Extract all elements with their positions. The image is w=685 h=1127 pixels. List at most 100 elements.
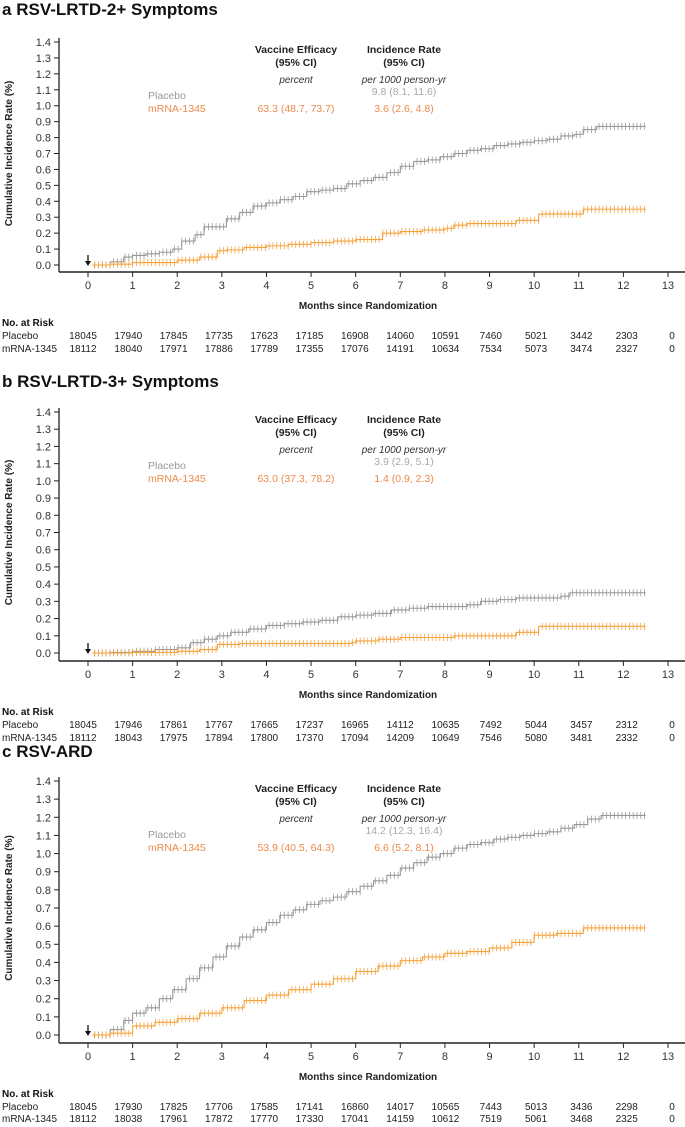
at-risk-count: 10635 bbox=[431, 720, 460, 731]
at-risk-count: 16965 bbox=[340, 720, 369, 731]
ve-unit: percent bbox=[278, 814, 314, 825]
at-risk-count: 17237 bbox=[295, 720, 324, 731]
x-tick-label: 5 bbox=[308, 280, 314, 292]
at-risk-row-label: mRNA-1345 bbox=[2, 1114, 58, 1125]
y-tick-label: 1.1 bbox=[36, 459, 51, 471]
at-risk-count: 2298 bbox=[615, 1102, 638, 1113]
y-tick-label: 0.7 bbox=[36, 903, 51, 915]
y-tick-label: 0.3 bbox=[36, 212, 51, 224]
y-tick-label: 0.2 bbox=[36, 614, 51, 626]
vaccine-series bbox=[92, 924, 646, 1039]
at-risk-count: 10649 bbox=[431, 733, 460, 744]
y-tick-label: 0.2 bbox=[36, 994, 51, 1006]
at-risk-count: 5080 bbox=[524, 733, 548, 744]
at-risk-count: 10591 bbox=[431, 331, 460, 342]
at-risk-count: 5021 bbox=[524, 331, 548, 342]
y-tick-label: 0.7 bbox=[36, 149, 51, 161]
at-risk-count: 0 bbox=[669, 344, 675, 355]
panel-letter: a bbox=[2, 0, 12, 19]
x-tick-label: 4 bbox=[263, 669, 269, 681]
at-risk-count: 17623 bbox=[250, 331, 279, 342]
vaccine-incidence-rate: 6.6 (5.2, 8.1) bbox=[374, 842, 434, 854]
y-tick-label: 0.8 bbox=[36, 885, 51, 897]
at-risk-count: 18112 bbox=[69, 344, 97, 355]
at-risk-count: 17041 bbox=[340, 1114, 369, 1125]
vaccine-efficacy-value: 53.9 (40.5, 64.3) bbox=[257, 842, 334, 854]
panel-title: c RSV-ARD bbox=[2, 742, 93, 762]
ir-unit: per 1000 person-yr bbox=[361, 445, 447, 456]
x-tick-label: 10 bbox=[528, 1051, 540, 1063]
at-risk-count: 10612 bbox=[431, 1114, 460, 1125]
x-tick-label: 10 bbox=[528, 669, 540, 681]
at-risk-count: 17861 bbox=[159, 720, 188, 731]
vaccine-efficacy-value: 63.0 (37.3, 78.2) bbox=[257, 473, 334, 485]
ve-header-ci: (95% CI) bbox=[275, 57, 316, 69]
x-tick-label: 3 bbox=[219, 1051, 225, 1063]
vaccine-legend-label: mRNA-1345 bbox=[148, 473, 206, 485]
y-tick-label: 0.2 bbox=[36, 228, 51, 240]
at-risk-title: No. at Risk bbox=[2, 318, 54, 329]
ir-header-ci: (95% CI) bbox=[383, 427, 424, 439]
placebo-incidence-rate: 3.9 (2.9, 5.1) bbox=[374, 456, 434, 468]
at-risk-count: 17845 bbox=[159, 331, 188, 342]
at-risk-count: 17930 bbox=[114, 1102, 143, 1113]
at-risk-count: 16908 bbox=[340, 331, 369, 342]
y-tick-label: 1.4 bbox=[36, 407, 51, 419]
at-risk-count: 17971 bbox=[159, 344, 188, 355]
at-risk-count: 18112 bbox=[69, 1114, 97, 1125]
at-risk-count: 7546 bbox=[479, 733, 502, 744]
x-axis-title: Months since Randomization bbox=[299, 690, 437, 701]
x-tick-label: 0 bbox=[85, 1051, 91, 1063]
x-tick-label: 13 bbox=[662, 280, 674, 292]
x-axis-title: Months since Randomization bbox=[299, 1072, 437, 1083]
at-risk-count: 2332 bbox=[615, 733, 638, 744]
at-risk-count: 5013 bbox=[524, 1102, 548, 1113]
placebo-series bbox=[92, 589, 646, 657]
at-risk-count: 14191 bbox=[386, 344, 415, 355]
ir-header: Incidence Rate bbox=[367, 44, 441, 56]
at-risk-count: 0 bbox=[669, 733, 675, 744]
at-risk-count: 14112 bbox=[386, 720, 414, 731]
x-tick-label: 2 bbox=[174, 280, 180, 292]
at-risk-count: 18038 bbox=[114, 1114, 143, 1125]
x-tick-label: 8 bbox=[442, 280, 448, 292]
x-tick-label: 4 bbox=[263, 280, 269, 292]
at-risk-count: 18043 bbox=[114, 733, 143, 744]
x-tick-label: 10 bbox=[528, 280, 540, 292]
at-risk-count: 17825 bbox=[159, 1102, 188, 1113]
x-tick-label: 13 bbox=[662, 1051, 674, 1063]
at-risk-count: 0 bbox=[669, 1114, 675, 1125]
at-risk-count: 18045 bbox=[69, 1102, 97, 1113]
y-tick-label: 1.4 bbox=[36, 776, 51, 788]
at-risk-count: 0 bbox=[669, 1102, 675, 1113]
at-risk-row-placebo: Placebo 18045 17946 17861 17767 17665 17237 169… bbox=[0, 720, 685, 733]
at-risk-count: 5073 bbox=[524, 344, 548, 355]
x-axis-title: Months since Randomization bbox=[299, 301, 437, 312]
panel-a: a RSV-LRTD-2+ Symptoms 0.0 0.1 0.2 0.3 0.4 0.… bbox=[0, 0, 685, 370]
y-tick-label: 0.6 bbox=[36, 545, 51, 557]
ve-header-ci: (95% CI) bbox=[275, 796, 316, 808]
at-risk-count: 17735 bbox=[205, 331, 233, 342]
ve-header-ci: (95% CI) bbox=[275, 427, 316, 439]
y-tick-label: 1.1 bbox=[36, 830, 51, 842]
y-tick-label: 0.9 bbox=[36, 493, 51, 505]
x-tick-label: 1 bbox=[130, 1051, 136, 1063]
at-risk-count: 17975 bbox=[159, 733, 188, 744]
vaccine-legend-label: mRNA-1345 bbox=[148, 842, 206, 854]
ir-header-ci: (95% CI) bbox=[383, 57, 424, 69]
panel-title-text: RSV-LRTD-3+ Symptoms bbox=[17, 372, 219, 391]
x-tick-label: 6 bbox=[353, 669, 359, 681]
placebo-series bbox=[92, 811, 646, 1039]
placebo-legend-label: Placebo bbox=[148, 460, 186, 472]
at-risk-row-vaccine: mRNA-1345 18112 18038 17961 17872 17770 17330 1… bbox=[0, 1114, 685, 1127]
x-tick-label: 5 bbox=[308, 1051, 314, 1063]
at-risk-count: 17355 bbox=[295, 344, 324, 355]
ir-header: Incidence Rate bbox=[367, 414, 441, 426]
at-risk-count: 17585 bbox=[250, 1102, 279, 1113]
at-risk-count: 17940 bbox=[114, 331, 143, 342]
vaccine-series bbox=[92, 205, 646, 269]
ir-header-ci: (95% CI) bbox=[383, 796, 424, 808]
at-risk-count: 17706 bbox=[205, 1102, 233, 1113]
at-risk-row-placebo: Placebo 18045 17930 17825 17706 17585 17141 168… bbox=[0, 1102, 685, 1115]
x-tick-label: 8 bbox=[442, 1051, 448, 1063]
